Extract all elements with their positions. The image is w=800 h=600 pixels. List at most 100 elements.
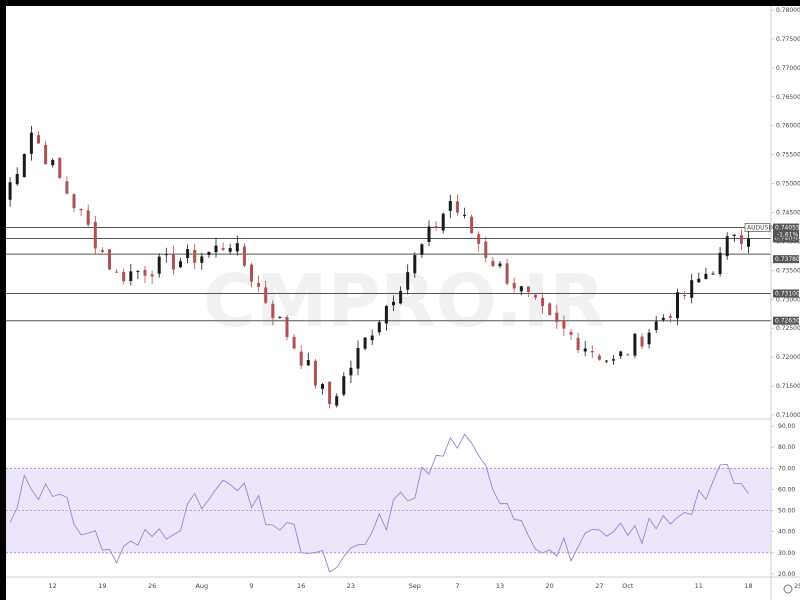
price-tick-label: 0.71500 (776, 383, 800, 390)
candle-body (739, 235, 743, 244)
rsi-tick-label: 60.00 (778, 486, 795, 493)
candle-body (569, 331, 573, 335)
candle-body (122, 271, 126, 282)
price-tick-label: 0.77000 (776, 65, 800, 72)
candle-body (271, 303, 275, 318)
price-tick-label: 0.73500 (776, 267, 800, 274)
candle-body (725, 236, 729, 257)
rsi-tick-label: 40.00 (778, 529, 795, 536)
candle-body (654, 321, 658, 330)
symbol-badge (744, 223, 771, 232)
candle-body (221, 248, 225, 250)
candle-body (562, 320, 566, 329)
candle-body (747, 238, 750, 247)
price-tick-label: 0.77500 (776, 36, 800, 43)
candle-body (640, 336, 644, 347)
candle-body (321, 384, 324, 389)
candle-body (58, 157, 62, 178)
candle-body (8, 182, 12, 200)
price-tick-label: 0.74500 (776, 210, 800, 217)
candle-body (441, 213, 445, 231)
time-tick-label: 12 (49, 582, 57, 590)
candle-body (129, 271, 133, 282)
rsi-tick-label: 50.00 (778, 508, 795, 515)
candle-body (470, 216, 474, 234)
time-tick-label: 19 (98, 582, 106, 590)
candle-body (86, 210, 90, 225)
candle-body (65, 181, 69, 194)
candle-body (299, 351, 303, 366)
time-tick-label: 23 (347, 582, 355, 590)
candle-body (356, 348, 360, 369)
candle-body (392, 301, 395, 306)
candle-body (512, 282, 516, 289)
price-tick-label: 0.73000 (776, 296, 800, 303)
candle-body (285, 317, 289, 338)
candle-body (619, 351, 623, 357)
level-price-badge (773, 234, 799, 243)
time-tick-label: 25 (794, 582, 800, 590)
candle-body (44, 144, 48, 165)
time-tick-label: 20 (546, 582, 554, 590)
candle-body (235, 243, 239, 252)
watermark-text: CMPRO.IR (203, 259, 605, 343)
candle-body (377, 322, 381, 333)
candle-body (51, 159, 55, 166)
candle-body (498, 263, 502, 267)
candle-body (186, 249, 190, 258)
rsi-tick-label: 80.00 (778, 444, 795, 451)
price-tick-label: 0.75500 (776, 152, 800, 159)
candle-body (313, 360, 317, 386)
time-tick-label: 13 (496, 582, 504, 590)
candle-body (15, 174, 19, 185)
level-price-label: 0.74050 (775, 236, 800, 243)
candle-body (342, 376, 346, 395)
candle-body (157, 256, 161, 274)
candle-body (29, 132, 33, 154)
candle-body (384, 306, 388, 324)
candle-body (576, 337, 580, 351)
last-price-label: 0.74055 (775, 225, 800, 232)
candle-body (136, 271, 140, 273)
price-tick-label: 0.75000 (776, 181, 800, 188)
level-price-label: 0.73780 (775, 256, 800, 263)
candle-body (370, 335, 374, 341)
candle-body (242, 246, 246, 266)
candle-body (335, 396, 339, 406)
candle-body (534, 294, 537, 298)
candle-body (463, 214, 466, 216)
candle-body (37, 135, 40, 144)
time-tick-label: 11 (695, 582, 703, 590)
level-price-badge (773, 255, 799, 264)
candle-body (257, 282, 261, 287)
candle-body (455, 201, 459, 213)
price-tick-label: 0.72500 (776, 325, 800, 332)
candle-body (22, 154, 26, 178)
candle-body (193, 249, 197, 263)
candle-body (477, 234, 481, 244)
candle-body (555, 312, 559, 322)
candle-body (115, 271, 119, 273)
candle-body (541, 297, 545, 307)
price-tick-label: 0.76000 (776, 123, 800, 130)
rsi-tick-label: 70.00 (778, 465, 795, 472)
time-tick-label: 16 (297, 582, 305, 590)
candle-body (597, 355, 601, 360)
candle-body (207, 251, 211, 255)
candle-body (626, 354, 630, 356)
candle-body (179, 261, 182, 268)
candle-body (711, 273, 715, 275)
candle-body (647, 332, 651, 345)
candle-body (690, 280, 694, 298)
chart-canvas[interactable]: CMPRO.IR 0.74050 0.73780 0.73100 0.72630 AUD… (6, 6, 800, 600)
time-tick-label: 27 (595, 582, 603, 590)
time-tick-label: 26 (148, 582, 156, 590)
candle-body (427, 226, 431, 242)
price-tick-label: 0.78000 (776, 7, 800, 14)
candle-body (250, 264, 253, 282)
level-price-badge (773, 316, 799, 325)
candle-body (143, 269, 147, 276)
candle-body (214, 245, 218, 253)
rsi-tick-label: 90.00 (778, 423, 795, 430)
candle-body (590, 350, 594, 353)
